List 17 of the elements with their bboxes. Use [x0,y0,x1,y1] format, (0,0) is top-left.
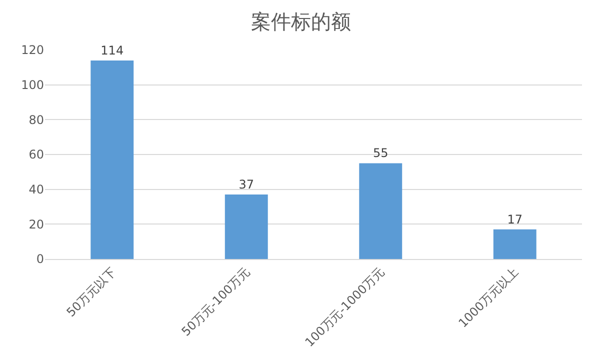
bar [493,229,536,259]
bar [90,60,134,259]
bar [359,163,402,259]
data-label: 55 [372,146,388,160]
y-tick-label: 100 [21,78,44,92]
y-tick-label: 0 [36,252,44,266]
bar [224,194,268,259]
data-label: 114 [100,43,124,58]
data-label: 17 [507,212,523,226]
y-tick-label: 40 [28,182,44,197]
y-tick-label: 20 [28,217,44,232]
x-tick-label: 50万元以下 [64,264,118,320]
y-tick-label: 120 [21,43,44,58]
chart-title: 案件标的额 [251,9,351,34]
y-tick-label: 80 [28,112,44,127]
y-tick-label: 60 [28,148,44,162]
data-label: 37 [238,178,254,192]
